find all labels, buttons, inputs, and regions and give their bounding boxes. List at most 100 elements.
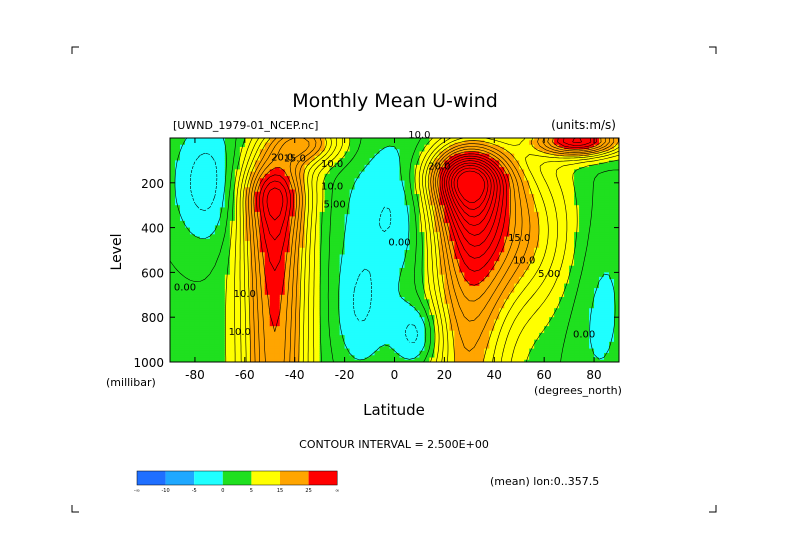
- field-cell: [199, 158, 206, 161]
- field-cell: [179, 272, 186, 276]
- field-cell: [214, 149, 221, 153]
- field-cell: [239, 209, 246, 213]
- field-cell: [214, 294, 221, 298]
- field-cell: [264, 355, 271, 359]
- field-cell: [269, 207, 276, 211]
- field-cell: [299, 229, 306, 233]
- field-cell: [279, 142, 286, 146]
- field-cell: [199, 301, 206, 305]
- field-cell: [224, 146, 231, 150]
- field-cell: [179, 252, 186, 256]
- field-cell: [209, 227, 216, 231]
- field-cell: [309, 178, 316, 182]
- field-cell: [289, 337, 296, 341]
- field-cell: [184, 346, 191, 350]
- field-cell: [199, 312, 206, 316]
- field-cell: [269, 348, 276, 352]
- field-cell: [289, 323, 296, 327]
- field-cell: [209, 297, 216, 300]
- field-cell: [269, 319, 276, 323]
- field-cell: [234, 234, 241, 238]
- field-cell: [199, 288, 206, 291]
- field-cell: [204, 303, 211, 307]
- field-cell: [274, 290, 281, 294]
- field-cell: [344, 283, 351, 287]
- field-cell: [324, 306, 331, 309]
- field-cell: [209, 164, 216, 168]
- field-cell: [244, 191, 251, 195]
- field-cell: [219, 285, 226, 289]
- field-cell: [204, 267, 211, 271]
- field-cell: [170, 330, 176, 334]
- field-cell: [254, 169, 261, 173]
- field-cell: [209, 151, 216, 155]
- field-cell: [289, 149, 296, 153]
- field-cell: [174, 167, 181, 170]
- field-cell: [294, 138, 301, 141]
- field-cell: [269, 346, 276, 350]
- field-cell: [269, 353, 276, 356]
- field-cell: [349, 194, 356, 197]
- field-cell: [274, 151, 281, 155]
- field-cell: [349, 328, 356, 332]
- field-cell: [344, 202, 351, 206]
- field-cell: [274, 332, 281, 336]
- field-cell: [334, 173, 341, 177]
- field-cell: [170, 250, 176, 253]
- field-cell: [170, 308, 176, 312]
- field-cell: [304, 236, 311, 240]
- field-cell: [294, 346, 301, 350]
- field-cell: [264, 301, 271, 305]
- field-cell: [359, 323, 366, 327]
- field-cell: [339, 202, 346, 206]
- field-cell: [224, 353, 231, 356]
- field-cell: [344, 247, 351, 251]
- field-cell: [284, 272, 291, 276]
- field-cell: [319, 321, 326, 325]
- field-cell: [304, 306, 311, 309]
- field-cell: [209, 218, 216, 222]
- field-cell: [269, 355, 276, 359]
- field-cell: [219, 227, 226, 231]
- field-cell: [209, 243, 216, 247]
- field-cell: [339, 247, 346, 251]
- field-cell: [204, 276, 211, 280]
- field-cell: [244, 292, 251, 296]
- field-cell: [184, 142, 191, 146]
- field-cell: [329, 321, 336, 325]
- field-cell: [249, 346, 256, 350]
- field-cell: [204, 209, 211, 213]
- field-cell: [329, 323, 336, 327]
- field-cell: [194, 317, 201, 321]
- field-cell: [254, 319, 261, 323]
- field-cell: [369, 283, 376, 287]
- field-cell: [369, 341, 376, 345]
- field-cell: [189, 223, 196, 226]
- field-cell: [304, 164, 311, 168]
- field-cell: [229, 263, 236, 267]
- field-cell: [369, 252, 376, 256]
- field-cell: [174, 153, 181, 157]
- field-cell: [244, 279, 251, 282]
- field-cell: [294, 146, 301, 150]
- field-cell: [309, 254, 316, 258]
- field-cell: [289, 167, 296, 170]
- field-cell: [209, 138, 216, 141]
- field-cell: [369, 306, 376, 309]
- field-cell: [259, 292, 266, 296]
- field-cell: [214, 353, 221, 356]
- field-cell: [189, 218, 196, 222]
- field-cell: [274, 149, 281, 153]
- field-cell: [249, 216, 256, 220]
- field-cell: [184, 299, 191, 303]
- field-cell: [244, 149, 251, 153]
- field-cell: [184, 254, 191, 258]
- field-cell: [344, 292, 351, 296]
- field-cell: [314, 328, 321, 332]
- field-cell: [209, 211, 216, 215]
- field-cell: [289, 225, 296, 229]
- field-cell: [304, 344, 311, 347]
- field-cell: [234, 281, 241, 285]
- field-cell: [170, 290, 176, 294]
- field-cell: [274, 155, 281, 159]
